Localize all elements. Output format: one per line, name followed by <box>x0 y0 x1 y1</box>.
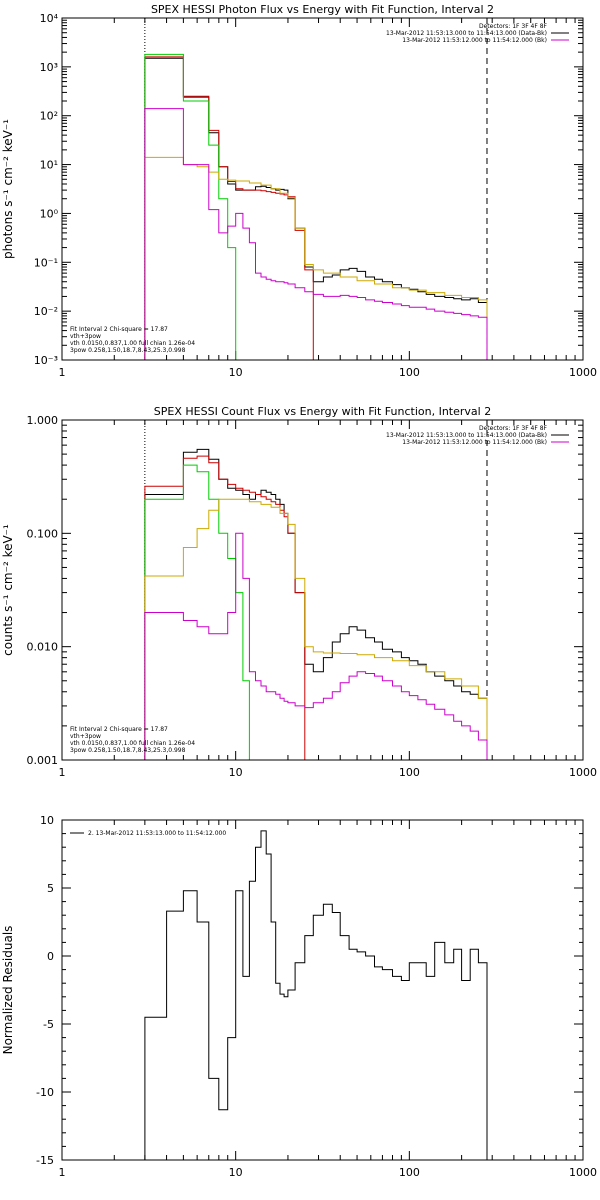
x-tick-label: 10 <box>229 766 243 779</box>
chart-panel-3: 1 10 100 1000 -15 -10 -5 0 5 10 Normalized Residua… <box>1 814 597 1179</box>
y-tick-label: -5 <box>43 1018 54 1031</box>
y-tick-label: 10⁻² <box>34 305 58 318</box>
x-tick-label: 100 <box>399 366 420 379</box>
y-tick-label: 10³ <box>40 61 58 74</box>
y-tick-label: 5 <box>47 882 54 895</box>
legend-left-text: 3pow 0.258,1.50,18.7,8.43,25.3,0.998 <box>70 347 186 354</box>
series-line-2 <box>144 455 306 760</box>
series-line-1 <box>144 830 488 1160</box>
legend-left-text: 3pow 0.258,1.50,18.7,8.43,25.3,0.998 <box>70 747 186 754</box>
legend-right-text: 13-Mar-2012 11:53:12.000 to 11:54:12.000… <box>402 37 547 44</box>
plot-frame <box>61 819 584 1161</box>
x-tick-label: 1 <box>59 366 66 379</box>
x-tick-label: 1 <box>59 766 66 779</box>
chart-title: SPEX HESSI Photon Flux vs Energy with Fi… <box>151 3 494 16</box>
series-line-1 <box>144 57 488 360</box>
y-tick-label: 10¹ <box>40 159 58 172</box>
plot-frame <box>61 419 584 761</box>
legend-left-text: vth+3pow <box>70 333 101 340</box>
x-tick-label: 1 <box>59 1166 66 1179</box>
y-tick-label: 1.000 <box>27 414 59 427</box>
y-tick-label: 10⁻¹ <box>34 256 58 269</box>
legend-left-text: vth 0.0150,0.837,1.00 full chian 1.26e-0… <box>70 340 195 347</box>
y-tick-label: 10⁴ <box>40 12 59 25</box>
plot-frame <box>61 17 584 361</box>
series-line-3 <box>144 53 237 360</box>
y-tick-label: 10⁻³ <box>34 354 58 367</box>
x-tick-label: 1000 <box>569 766 597 779</box>
x-tick-label: 100 <box>399 1166 420 1179</box>
y-tick-label: 0.010 <box>27 641 59 654</box>
legend-right-text: 13-Mar-2012 11:53:12.000 to 11:54:12.000… <box>402 439 547 446</box>
legend-right-text: 13-Mar-2012 11:53:13.000 to 11:54:13.000… <box>386 30 547 37</box>
legend-right-text: Detectors: 1F 3F 4F 8F <box>479 425 548 432</box>
series-group <box>144 448 488 760</box>
chart-panel-1: SPEX HESSI Photon Flux vs Energy with Fi… <box>1 3 597 379</box>
series-line-4 <box>144 156 488 360</box>
y-tick-label: -15 <box>36 1154 54 1167</box>
legend-left-text: 2. 13-Mar-2012 11:53:13.000 to 11:54:12.… <box>88 830 226 837</box>
x-tick-label: 1000 <box>569 1166 597 1179</box>
y-axis-label: Normalized Residuals <box>1 926 15 1055</box>
series-group <box>144 830 488 1160</box>
y-tick-label: 0.001 <box>27 754 59 767</box>
chart-panel-2: SPEX HESSI Count Flux vs Energy with Fit… <box>1 405 597 779</box>
series-line-2 <box>144 56 314 360</box>
chart-title: SPEX HESSI Count Flux vs Energy with Fit… <box>154 405 491 418</box>
legend-left-text: Fit Interval 2 Chi-square = 17.87 <box>70 326 168 333</box>
legend-left-text: vth+3pow <box>70 733 101 740</box>
series-line-5 <box>144 108 488 360</box>
y-axis-label: photons s⁻¹ cm⁻² keV⁻¹ <box>1 119 15 259</box>
x-tick-label: 1000 <box>569 366 597 379</box>
y-tick-label: 10 <box>40 814 54 827</box>
legend-right-text: 13-Mar-2012 11:53:13.000 to 11:54:13.000… <box>386 432 547 439</box>
y-tick-label: 10² <box>40 110 58 123</box>
legend-left-text: vth 0.0150,0.837,1.00 full chian 1.26e-0… <box>70 740 195 747</box>
series-line-4 <box>144 498 488 760</box>
x-tick-label: 10 <box>229 366 243 379</box>
y-tick-label: 0 <box>47 950 54 963</box>
y-tick-label: 10⁰ <box>40 207 59 220</box>
series-line-1 <box>144 448 488 760</box>
series-group <box>144 53 488 360</box>
y-tick-label: 0.100 <box>27 527 59 540</box>
series-line-5 <box>144 532 488 760</box>
y-axis-label: counts s⁻¹ cm⁻² keV⁻¹ <box>1 524 15 656</box>
y-tick-label: -10 <box>36 1086 54 1099</box>
legend-right-text: Detectors: 1F 3F 4F 8F <box>479 23 548 30</box>
x-tick-label: 10 <box>229 1166 243 1179</box>
x-tick-label: 100 <box>399 766 420 779</box>
legend-left-text: Fit Interval 2 Chi-square = 17.87 <box>70 726 168 733</box>
